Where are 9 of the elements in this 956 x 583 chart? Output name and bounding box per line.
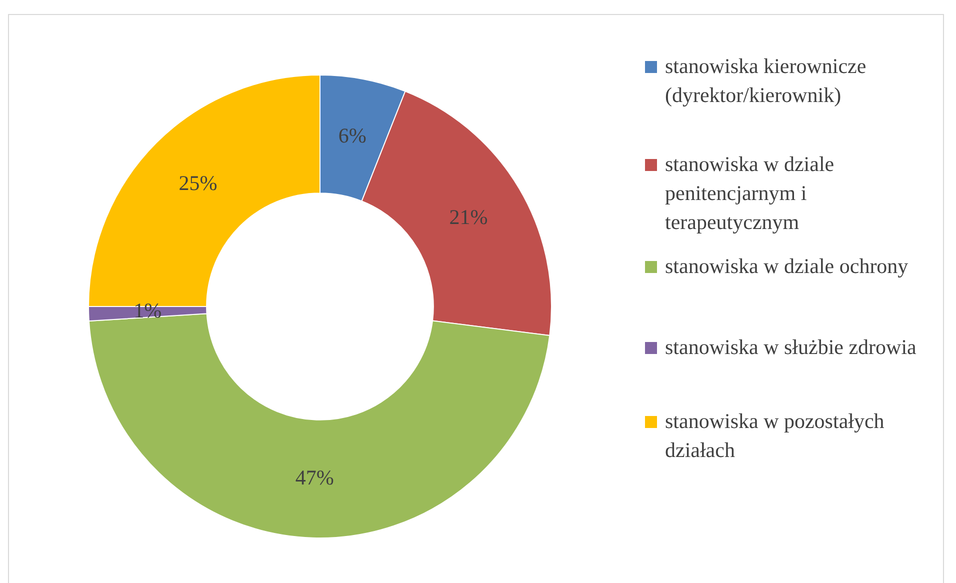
data-label: 21% xyxy=(449,205,488,230)
legend-label: stanowiska w dziale ochrony xyxy=(665,254,908,278)
legend-label: stanowiska w służbie zdrowia xyxy=(665,335,916,359)
legend-label: stanowiska w pozostałych działach xyxy=(665,409,884,462)
legend-label: stanowiska kierownicze (dyrektor/kierownik) xyxy=(665,54,866,107)
data-label: 25% xyxy=(178,171,218,196)
legend-label: stanowiska w dziale penitencjarnym i terapeutycznym xyxy=(665,152,834,234)
data-label: 6% xyxy=(338,124,366,148)
data-label: 47% xyxy=(295,465,334,490)
